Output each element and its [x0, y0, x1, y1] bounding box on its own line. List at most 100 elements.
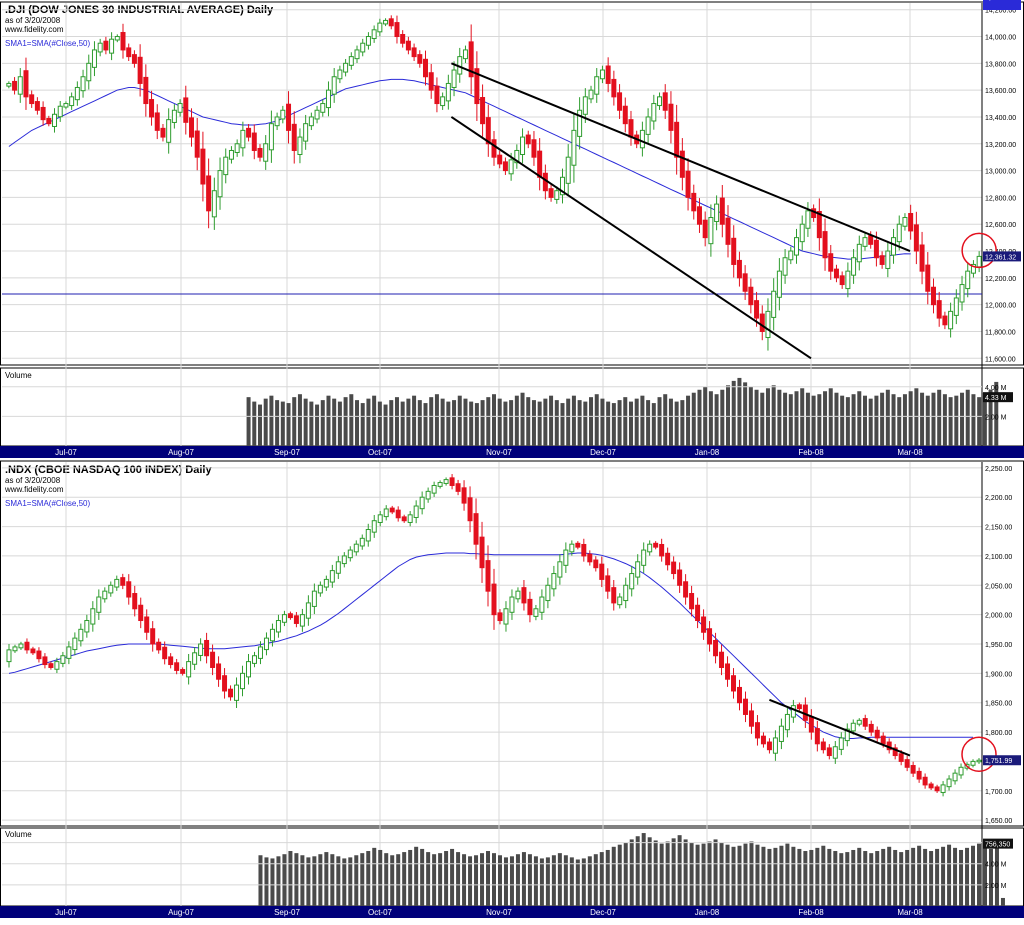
- ndx-volume-bar: [731, 846, 736, 906]
- ndx-volume-bar: [899, 852, 904, 906]
- ndx-volume-bar: [288, 851, 293, 906]
- ndx-volume-bar: [767, 848, 772, 906]
- ndx-candle-body: [365, 529, 371, 542]
- ndx-x-tick-label: Sep-07: [274, 908, 300, 917]
- dji-candle-body: [80, 76, 86, 92]
- ndx-highlight-circle: [961, 736, 997, 772]
- dji-candle-body: [394, 22, 400, 38]
- dji-candle-body: [930, 286, 936, 306]
- ndx-candle-body: [395, 509, 401, 519]
- ndx-candle-body: [54, 661, 60, 670]
- ndx-volume-bar: [869, 853, 874, 906]
- ndx-volume-bar: [324, 852, 329, 906]
- dji-volume-bar: [531, 400, 536, 446]
- ndx-volume-bar: [264, 857, 269, 906]
- dji-candle-body: [223, 156, 229, 176]
- ndx-candle-body: [431, 484, 437, 494]
- ndx-candle-body: [665, 552, 671, 566]
- ndx-candle-body: [617, 596, 623, 606]
- ndx-candle-body: [12, 646, 18, 652]
- dji-volume-bar: [337, 401, 342, 446]
- dji-candle-body: [103, 40, 109, 51]
- ndx-volume-bar: [348, 857, 353, 906]
- ndx-candle-body: [305, 602, 311, 619]
- ndx-candle-body: [647, 543, 653, 553]
- dji-candle-body: [611, 78, 617, 98]
- ndx-volume-bar: [276, 856, 281, 906]
- dji-y-tick-label: 13,600.00: [985, 88, 1016, 95]
- ndx-y-tick-label: 1,950.00: [985, 642, 1012, 649]
- dji-volume-bar: [514, 395, 519, 446]
- ndx-candle-body: [144, 616, 150, 633]
- dji-candle-body: [440, 96, 446, 107]
- dji-candle-body: [851, 257, 857, 276]
- dji-volume-bar: [543, 398, 548, 446]
- dji-candle-body: [599, 69, 605, 80]
- dji-volume-bar: [434, 394, 439, 446]
- dji-volume-bar: [309, 401, 314, 446]
- dji-y-tick-label: 13,000.00: [985, 169, 1016, 176]
- dji-volume-bar: [925, 395, 930, 446]
- ndx-candle-body: [419, 496, 425, 510]
- ndx-candle-body: [491, 583, 497, 616]
- dji-candle-body: [816, 210, 822, 239]
- dji-y-tick-label: 11,800.00: [985, 329, 1016, 336]
- dji-volume-bar: [377, 401, 382, 446]
- dji-candle-body: [411, 47, 417, 58]
- dji-candle-body: [594, 76, 600, 95]
- ndx-candle-body: [671, 561, 677, 575]
- ndx-volume-bar: [749, 841, 754, 906]
- ndx-candle-body: [725, 663, 731, 680]
- ndx-candle-body: [850, 722, 856, 732]
- ndx-candle-body: [246, 661, 252, 678]
- dji-y-tick-label: 14,000.00: [985, 35, 1016, 42]
- ndx-volume-bar: [486, 851, 491, 906]
- dji-candle-body: [891, 237, 897, 256]
- dji-volume-bar: [788, 394, 793, 446]
- ndx-volume-bar: [432, 854, 437, 906]
- ndx-candle-body: [156, 641, 162, 651]
- ndx-candle-body: [18, 643, 24, 649]
- dji-candle-body: [845, 270, 851, 290]
- dji-candle-body: [948, 310, 954, 330]
- ndx-y-tick-label: 2,000.00: [985, 613, 1012, 620]
- ndx-candle-body: [222, 675, 228, 692]
- ndx-candle-body: [174, 662, 180, 671]
- ndx-chart-date: as of 3/20/2008: [5, 476, 61, 485]
- dji-volume-bar: [343, 397, 348, 446]
- ndx-candle-body: [707, 628, 713, 645]
- dji-volume-bar: [440, 398, 445, 446]
- dji-candle-body: [308, 116, 314, 127]
- ndx-candle-body: [36, 650, 42, 660]
- ndx-candle-body: [575, 542, 581, 548]
- ndx-candle-body: [72, 637, 78, 651]
- ndx-candle-body: [317, 584, 323, 594]
- ndx-volume-bar: [947, 844, 952, 906]
- ndx-candle-body: [120, 577, 126, 586]
- ndx-candle-body: [126, 581, 132, 598]
- ndx-volume-bar: [563, 855, 568, 906]
- ndx-x-tick-label: Feb-08: [798, 908, 824, 917]
- ndx-volume-bar: [462, 854, 467, 906]
- ndx-candle-body: [293, 615, 299, 624]
- ndx-volume-bar: [617, 844, 622, 906]
- ndx-volume-bar: [306, 857, 311, 906]
- ndx-volume-bar: [809, 849, 814, 906]
- dji-candle-body: [371, 29, 377, 40]
- ndx-volume-bar: [713, 839, 718, 906]
- ndx-candle-body: [461, 487, 467, 504]
- ndx-volume-bar: [994, 847, 999, 906]
- dji-candle-body: [240, 129, 246, 149]
- dji-volume-bar: [463, 398, 468, 446]
- dji-candle-body: [548, 188, 554, 198]
- dji-volume-bar: [554, 400, 559, 446]
- dji-x-tick-label: Feb-08: [798, 448, 824, 457]
- dji-candle-body: [668, 103, 674, 131]
- ndx-candle-body: [742, 698, 748, 715]
- dji-volume-bar: [680, 400, 685, 446]
- dji-volume-bar: [988, 389, 993, 446]
- ndx-volume-bar: [659, 843, 664, 906]
- ndx-volume-bar: [833, 851, 838, 906]
- ndx-candle-body: [760, 735, 766, 745]
